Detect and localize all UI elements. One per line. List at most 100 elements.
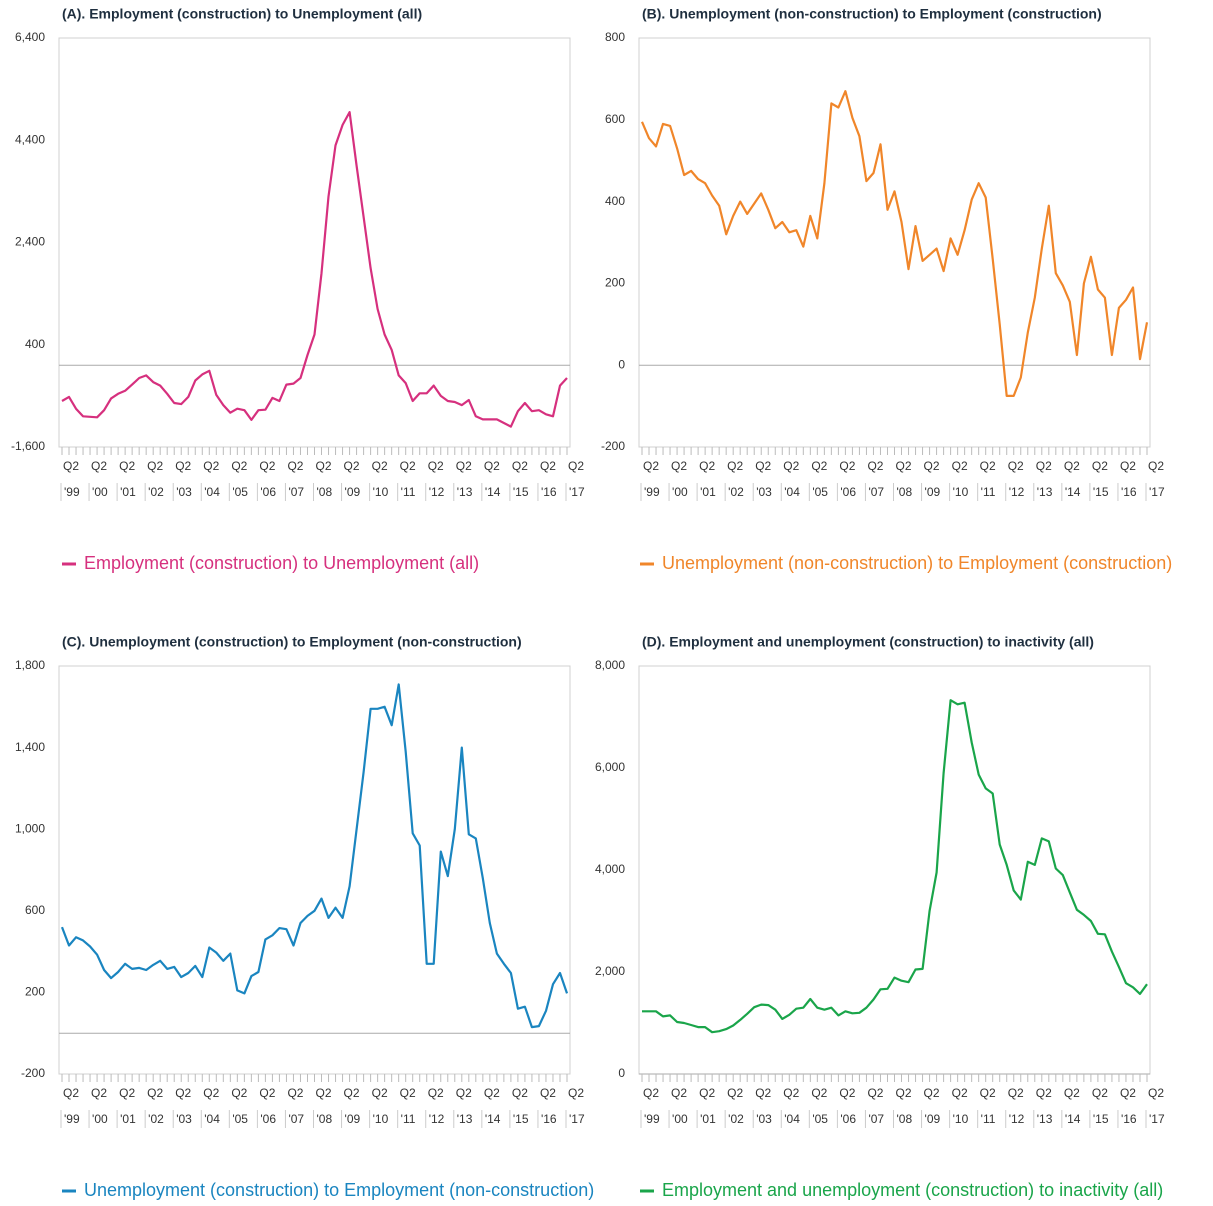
x-tick-label: Q2 <box>1036 1086 1052 1100</box>
x-group-label: '00 <box>92 1112 108 1126</box>
x-tick-label: Q2 <box>755 459 771 473</box>
x-tick-label: Q2 <box>952 459 968 473</box>
x-group-label: '02 <box>148 1112 164 1126</box>
x-tick-label: Q2 <box>1036 459 1052 473</box>
x-tick-label: Q2 <box>568 1086 584 1100</box>
x-group-label: '11 <box>401 485 416 499</box>
x-tick-label: Q2 <box>428 459 444 473</box>
x-tick-label: Q2 <box>727 1086 743 1100</box>
series-line <box>61 111 568 428</box>
x-group-label: '11 <box>981 1112 996 1126</box>
chart-title: (B). Unemployment (non-construction) to … <box>642 6 1102 22</box>
x-group-label: '06 <box>260 485 276 499</box>
x-tick-label: Q2 <box>287 1086 303 1100</box>
chart-title: (A). Employment (construction) to Unempl… <box>62 6 422 22</box>
x-group-label: '09 <box>345 1112 361 1126</box>
x-group-label: '16 <box>541 485 557 499</box>
x-group-label: '13 <box>457 1112 473 1126</box>
x-group-label: '07 <box>288 485 304 499</box>
x-group-label: '06 <box>260 1112 276 1126</box>
x-group-label: '12 <box>429 1112 445 1126</box>
x-group-label: '99 <box>64 485 80 499</box>
legend-label: Unemployment (non-construction) to Emplo… <box>662 553 1172 573</box>
x-tick-label: Q2 <box>400 459 416 473</box>
x-tick-label: Q2 <box>540 1086 556 1100</box>
x-tick-label: Q2 <box>896 1086 912 1100</box>
plot-frame <box>638 665 1151 1075</box>
x-group-label: '07 <box>868 1112 884 1126</box>
x-group-label: '08 <box>317 485 333 499</box>
x-tick-label: Q2 <box>63 1086 79 1100</box>
y-tick-label: 0 <box>618 1066 625 1080</box>
x-group-label: '10 <box>373 485 389 499</box>
x-tick-label: Q2 <box>231 459 247 473</box>
x-tick-label: Q2 <box>259 1086 275 1100</box>
x-group-label: '16 <box>541 1112 557 1126</box>
legend-label: Unemployment (construction) to Employmen… <box>84 1180 594 1200</box>
x-tick-label: Q2 <box>1064 1086 1080 1100</box>
x-tick-label: Q2 <box>175 459 191 473</box>
x-tick-label: Q2 <box>643 1086 659 1100</box>
x-tick-label: Q2 <box>980 1086 996 1100</box>
y-tick-label: 4,400 <box>15 132 45 146</box>
x-group-label: '13 <box>1037 1112 1053 1126</box>
x-group-label: '05 <box>812 1112 828 1126</box>
x-tick-label: Q2 <box>1064 459 1080 473</box>
y-tick-label: 400 <box>25 337 45 351</box>
x-group-label: '15 <box>513 1112 529 1126</box>
plot-frame <box>58 665 571 1075</box>
x-tick-label: Q2 <box>203 459 219 473</box>
x-group-label: '00 <box>92 485 108 499</box>
x-tick-label: Q2 <box>755 1086 771 1100</box>
y-tick-label: 1,400 <box>15 740 45 754</box>
x-group-label: '17 <box>569 1112 585 1126</box>
x-tick-label: Q2 <box>811 1086 827 1100</box>
x-tick-label: Q2 <box>783 1086 799 1100</box>
y-tick-label: 400 <box>605 194 625 208</box>
x-group-label: '05 <box>232 485 248 499</box>
x-group-label: '12 <box>429 485 445 499</box>
x-group-label: '03 <box>176 485 192 499</box>
x-tick-label: Q2 <box>699 459 715 473</box>
x-tick-label: Q2 <box>344 1086 360 1100</box>
x-group-label: '02 <box>148 485 164 499</box>
x-group-label: '04 <box>204 1112 220 1126</box>
x-group-label: '14 <box>485 485 501 499</box>
series-line <box>642 699 1148 1034</box>
x-group-label: '11 <box>401 1112 416 1126</box>
x-tick-label: Q2 <box>671 1086 687 1100</box>
x-tick-label: Q2 <box>839 459 855 473</box>
x-tick-label: Q2 <box>119 459 135 473</box>
x-group-label: '15 <box>1093 485 1109 499</box>
x-group-label: '08 <box>897 485 913 499</box>
y-tick-label: -200 <box>601 439 625 453</box>
x-tick-label: Q2 <box>147 1086 163 1100</box>
x-group-label: '01 <box>700 1112 716 1126</box>
x-group-label: '06 <box>840 1112 856 1126</box>
y-tick-label: 200 <box>605 276 625 290</box>
y-tick-label: 0 <box>618 357 625 371</box>
x-tick-label: Q2 <box>924 1086 940 1100</box>
x-tick-label: Q2 <box>643 459 659 473</box>
x-group-label: '01 <box>120 1112 136 1126</box>
x-group-label: '07 <box>868 485 884 499</box>
x-group-label: '00 <box>672 1112 688 1126</box>
y-tick-label: 200 <box>25 985 45 999</box>
x-group-label: '09 <box>925 1112 941 1126</box>
x-group-label: '04 <box>204 485 220 499</box>
x-tick-label: Q2 <box>1092 1086 1108 1100</box>
x-group-label: '03 <box>756 485 772 499</box>
x-group-label: '05 <box>232 1112 248 1126</box>
chart-title: (C). Unemployment (construction) to Empl… <box>62 634 522 650</box>
x-tick-label: Q2 <box>896 459 912 473</box>
x-group-label: '17 <box>569 485 585 499</box>
y-tick-label: 6,000 <box>595 760 625 774</box>
x-tick-label: Q2 <box>1008 459 1024 473</box>
x-tick-label: Q2 <box>456 1086 472 1100</box>
x-tick-label: Q2 <box>175 1086 191 1100</box>
x-group-label: '15 <box>1093 1112 1109 1126</box>
x-tick-label: Q2 <box>428 1086 444 1100</box>
x-tick-label: Q2 <box>952 1086 968 1100</box>
x-group-label: '10 <box>373 1112 389 1126</box>
plot-frame <box>638 37 1151 448</box>
